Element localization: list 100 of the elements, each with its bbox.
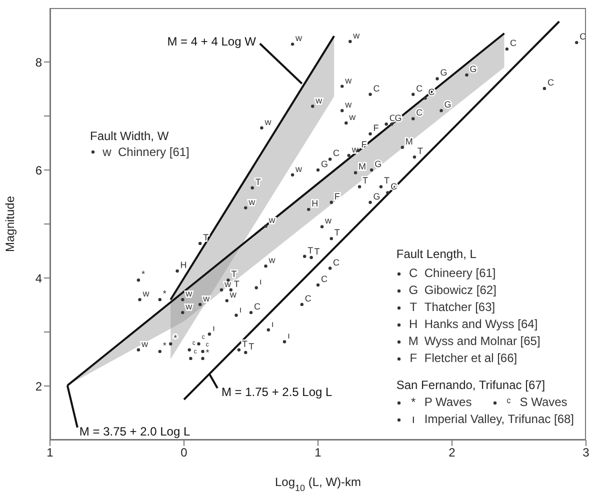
legend-label: Wyss and Molnar [65] [424, 333, 540, 350]
data-label: T [308, 245, 314, 256]
annotation: Fault Width, W [90, 128, 170, 144]
data-label: ı [271, 318, 274, 329]
annotation: San Fernando, Trifunac [67] [396, 377, 546, 394]
data-label: ᶜ [202, 332, 205, 343]
data-label: ı [288, 330, 290, 341]
legend-label: Fletcher et al [66] [424, 350, 518, 367]
data-label: C [321, 274, 328, 284]
data-label: H [180, 260, 187, 270]
annotation: M = 4 + 4 Log W [167, 34, 257, 49]
x-tick-label: 1 [314, 446, 322, 460]
data-label: w [184, 288, 193, 299]
x-tick-label: 1 [46, 446, 54, 460]
data-label: T [234, 278, 240, 289]
data-label: w [264, 116, 272, 127]
data-label: * [174, 332, 178, 343]
data-label: C [547, 77, 554, 88]
legend-label: Hanks and Wyss [64] [424, 316, 538, 333]
x-tick-label: 3 [582, 446, 590, 460]
text: w [102, 145, 112, 159]
text: F [410, 351, 418, 365]
data-label: ᶜ [194, 347, 197, 358]
legend-label: Imperial Valley, Trifunac [68] [424, 411, 574, 428]
data-label: T [242, 338, 248, 349]
data-label: T [314, 246, 320, 256]
data-label: w [294, 164, 303, 174]
data-label: ı [259, 276, 262, 287]
data-label: H [312, 198, 318, 208]
data-label: w [268, 255, 276, 266]
data-label: * [162, 340, 167, 350]
data-label: * [162, 288, 167, 299]
data-label: * [141, 269, 146, 280]
data-label: ı [212, 323, 215, 334]
data-label: w [202, 293, 210, 304]
text: T [410, 300, 418, 314]
data-label: w [224, 278, 232, 289]
legend-label: S Waves [520, 394, 568, 411]
data-label: w [324, 216, 332, 226]
data-label: T [248, 342, 255, 352]
x-axis-title: Log$_{10}$ (L, W)-km [274, 475, 362, 493]
data-label: G [444, 100, 452, 110]
text: * [411, 395, 416, 409]
data-label: C [333, 257, 340, 268]
legend-label: Gibowicz [62] [424, 282, 496, 299]
data-label: F [373, 122, 380, 133]
data-label: C [416, 108, 424, 118]
data-label: w [348, 112, 356, 122]
data-label: ı [239, 304, 242, 314]
y-tick-label: 2 [35, 379, 42, 394]
annotation: M = 3.75 + 2.0 Log L [79, 424, 190, 438]
data-label: C [333, 148, 340, 158]
x-tick-label: 0 [180, 446, 188, 460]
y-axis-title: Magnitude [3, 196, 17, 252]
legend-label: P Waves [424, 394, 472, 411]
data-label: w [344, 100, 352, 110]
data-label: M [358, 162, 366, 172]
data-label: C [254, 302, 261, 312]
data-label: T [255, 176, 262, 187]
legend-label: Thatcher [63] [424, 299, 496, 316]
legend-label: Chineery [61] [424, 265, 496, 282]
data-label: G [373, 191, 380, 202]
text: G [408, 283, 418, 297]
data-label: T [362, 176, 369, 186]
y-tick-label: 6 [35, 163, 42, 178]
text: ı [412, 412, 416, 426]
data-label: w [228, 290, 237, 300]
data-label: C [510, 38, 517, 48]
data-label: T [203, 232, 210, 242]
x-tick-label: 2 [448, 446, 456, 460]
text: C [409, 266, 418, 280]
data-label: C [373, 83, 380, 94]
data-label: T [334, 228, 340, 238]
data-label: G [470, 64, 477, 74]
data-label: T [384, 176, 390, 186]
data-label: G [440, 68, 448, 78]
y-tick-label: 8 [35, 55, 42, 70]
legend-label: Chinnery [61] [118, 144, 190, 160]
annotation: M = 1.75 + 2.5 Log L [221, 385, 333, 400]
y-tick-label: 4 [35, 271, 42, 286]
legend-title: Fault Length, L [396, 246, 478, 263]
data-label: w [314, 95, 323, 106]
data-label: w [248, 196, 256, 207]
text: M [408, 334, 418, 348]
data-label: M [405, 136, 413, 146]
data-label: w [294, 33, 303, 44]
data-label: w [352, 30, 360, 40]
data-label: G [374, 159, 382, 169]
data-label: w [184, 302, 193, 312]
data-label: ᶜ [192, 338, 196, 349]
data-label: T [417, 146, 424, 156]
data-label: G [321, 159, 328, 169]
data-label: w [140, 338, 148, 349]
data-label: w [142, 288, 150, 299]
data-label: w [344, 75, 352, 86]
text: ᶜ [506, 395, 511, 409]
text: H [409, 317, 418, 331]
data-label: C [304, 293, 312, 304]
data-label: F [334, 191, 340, 202]
data-label: T [231, 269, 238, 280]
